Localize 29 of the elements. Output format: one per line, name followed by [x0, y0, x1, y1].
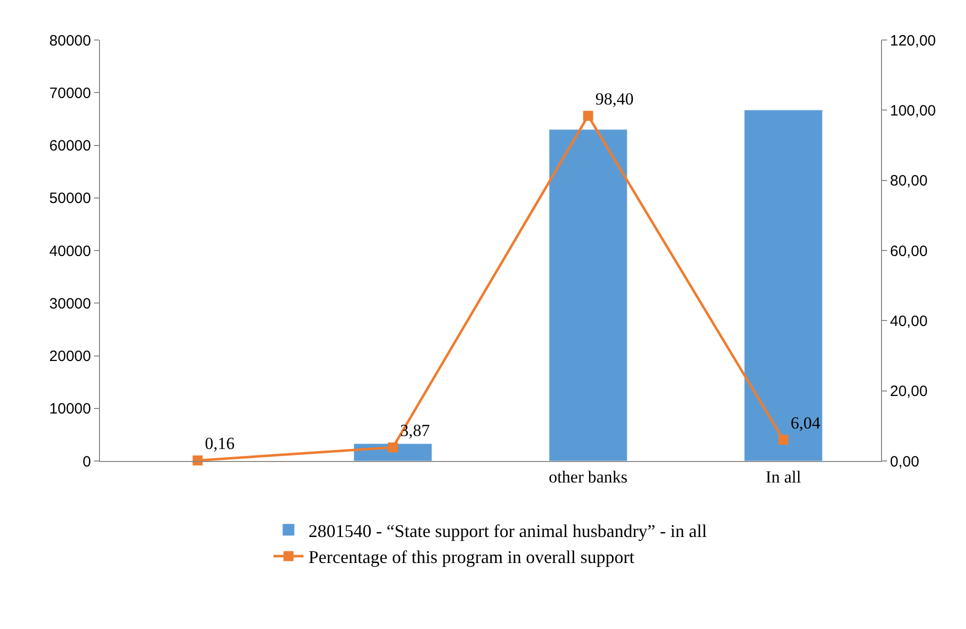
legend-label: Percentage of this program in overall support [308, 547, 634, 568]
y2-tick-label: 100,00 [890, 102, 936, 120]
y2-tick-label: 0,00 [890, 453, 920, 470]
bar [548, 129, 628, 461]
data-label: 0,16 [204, 434, 235, 453]
y-tick-label: 10000 [49, 400, 91, 418]
y-tick-label: 20000 [49, 348, 91, 365]
y2-tick-label: 60,00 [890, 242, 928, 260]
point [583, 110, 594, 121]
point [192, 455, 203, 466]
y-tick-label: 30000 [49, 295, 91, 312]
y2-tick-label: 120,00 [890, 32, 936, 50]
y2-tick-label: 40,00 [890, 312, 928, 330]
y2-tick-label: 20,00 [890, 383, 928, 400]
y2-tick-label: 80,00 [890, 172, 928, 190]
data-label: 98,40 [595, 89, 634, 108]
point [778, 434, 788, 445]
y-tick-label: 0 [82, 453, 91, 470]
point [388, 442, 398, 452]
legend-label: 2801540 - “State support for animal husbandry” - in all [308, 520, 707, 541]
bar [744, 110, 823, 461]
x-tick-label: other banks [548, 467, 628, 486]
y-tick-label: 50000 [49, 190, 91, 208]
data-label: 6,04 [790, 413, 821, 432]
y-tick-label: 60000 [49, 138, 91, 154]
y-tick-label: 80000 [49, 32, 91, 50]
y-tick-label: 70000 [49, 84, 91, 102]
y-tick-label: 40000 [49, 242, 91, 260]
x-tick-label: In all [766, 467, 802, 486]
